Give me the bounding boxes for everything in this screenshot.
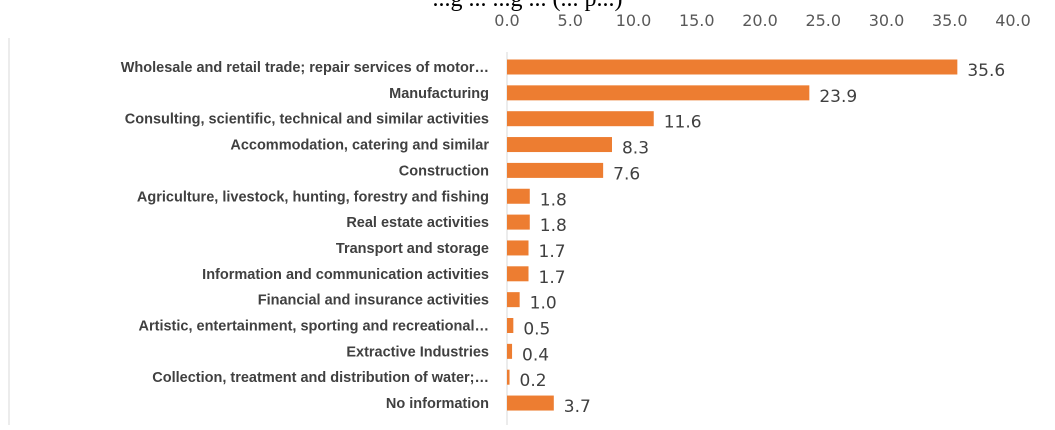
data-label: 8.3 [622, 139, 649, 159]
bar [507, 188, 530, 204]
data-label: 0.5 [523, 320, 550, 340]
bar [507, 343, 513, 359]
category-label: Financial and insurance activities [258, 293, 489, 309]
data-label: 7.6 [613, 164, 640, 184]
x-tick-label: 5.0 [558, 11, 583, 30]
bar [507, 292, 520, 308]
bar [507, 111, 654, 127]
category-label: Transport and storage [336, 241, 489, 257]
x-tick-label: 40.0 [995, 11, 1031, 30]
category-label: Consulting, scientific, technical and si… [125, 112, 489, 128]
category-label: Extractive Industries [346, 344, 489, 360]
category-label: Real estate activities [346, 215, 489, 231]
category-label: Construction [399, 163, 489, 179]
x-tick-label: 20.0 [742, 11, 778, 30]
x-tick-label: 15.0 [679, 11, 715, 30]
x-tick-label: 30.0 [869, 11, 905, 30]
category-label: No information [386, 396, 489, 412]
bar [507, 162, 604, 178]
data-label: 1.7 [539, 242, 566, 262]
category-label: Wholesale and retail trade; repair servi… [121, 60, 489, 76]
data-label: 0.2 [520, 371, 547, 391]
bar [507, 318, 514, 333]
category-label: Artistic, entertainment, sporting and re… [139, 319, 490, 335]
category-label: Manufacturing [389, 86, 489, 102]
x-tick-label: 25.0 [805, 11, 841, 30]
data-label: 0.4 [522, 345, 549, 365]
bar [507, 214, 530, 230]
data-label: 3.7 [564, 397, 591, 417]
data-label: 1.8 [540, 216, 567, 236]
category-label: Accommodation, catering and similar [230, 138, 489, 154]
data-label: 11.6 [664, 113, 702, 133]
data-label: 23.9 [819, 87, 857, 107]
data-label: 35.6 [967, 61, 1005, 81]
bar [507, 59, 958, 75]
x-tick-label: 0.0 [494, 11, 519, 30]
data-label: 1.7 [539, 268, 566, 288]
bar [507, 266, 529, 282]
x-tick-label: 35.0 [932, 11, 968, 30]
data-label: 1.8 [540, 190, 567, 210]
bar [507, 369, 510, 385]
category-label: Agriculture, livestock, hunting, forestr… [137, 189, 489, 205]
data-label: 1.0 [530, 294, 557, 314]
bar [507, 240, 529, 256]
bar [507, 85, 810, 101]
chart-title: ...g ... ...g ... (... p...) [0, 0, 1055, 14]
bar [507, 137, 612, 153]
category-label: Collection, treatment and distribution o… [152, 370, 489, 386]
bar [507, 395, 554, 411]
category-label: Information and communication activities [202, 267, 489, 283]
x-tick-label: 10.0 [616, 11, 652, 30]
